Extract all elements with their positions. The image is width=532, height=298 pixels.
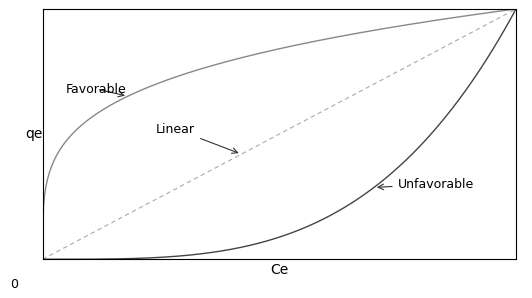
Text: 0: 0 [10,278,18,291]
Y-axis label: qe: qe [26,127,43,141]
Text: Unfavorable: Unfavorable [378,178,474,191]
X-axis label: Ce: Ce [270,263,288,277]
Text: Favorable: Favorable [66,83,127,97]
Text: Linear: Linear [156,122,238,153]
